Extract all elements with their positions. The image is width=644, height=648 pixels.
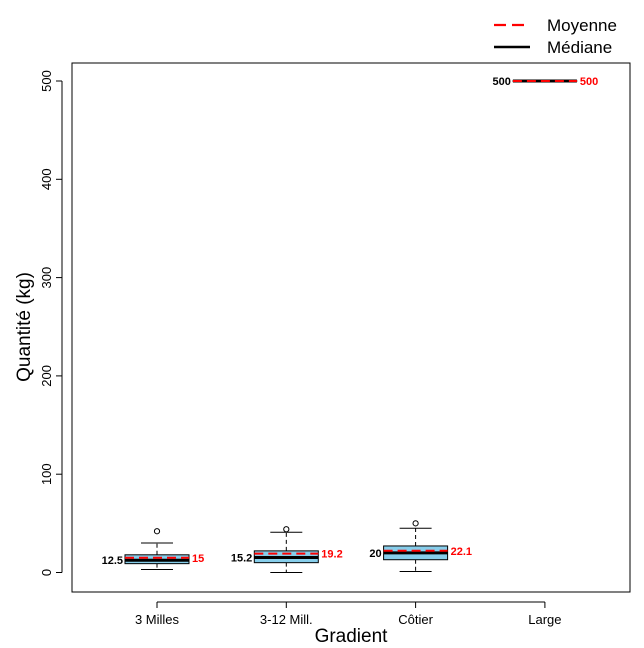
x-tick-label: Large xyxy=(528,612,561,627)
legend: Moyenne Médiane xyxy=(494,16,617,57)
box-group: 500 500 xyxy=(493,76,599,88)
legend-median-label: Médiane xyxy=(547,38,612,57)
mean-value-label: 22.1 xyxy=(451,546,472,558)
y-axis-title: Quantité (kg) xyxy=(14,272,35,382)
x-tick-label: Côtier xyxy=(398,612,433,627)
y-tick-label: 100 xyxy=(39,463,54,485)
y-tick-label: 300 xyxy=(39,267,54,289)
outlier-point xyxy=(412,520,419,527)
box-group: 15.2 19.2 xyxy=(231,526,343,573)
x-tick-label: 3 Milles xyxy=(135,612,180,627)
legend-mean-label: Moyenne xyxy=(547,16,617,35)
x-axis-title: Gradient xyxy=(315,626,389,647)
box-series: 12.5 15 15.2 19.2 20 22.1 500 500 xyxy=(102,76,599,573)
mean-value-label: 15 xyxy=(192,553,204,565)
x-axis: 3 Milles 3-12 Mill. Côtier Large xyxy=(135,601,562,627)
box-group: 20 22.1 xyxy=(369,520,472,573)
mean-value-label: 500 xyxy=(580,76,598,88)
outlier-point xyxy=(283,526,290,533)
mean-value-label: 19.2 xyxy=(321,549,342,561)
y-tick-label: 0 xyxy=(39,569,54,576)
median-value-label: 12.5 xyxy=(102,555,123,567)
box-group: 12.5 15 xyxy=(102,528,204,571)
x-tick-label: 3-12 Mill. xyxy=(260,612,313,627)
outlier-point xyxy=(153,528,161,535)
y-axis: 0 100 200 300 400 500 xyxy=(39,70,63,576)
y-tick-label: 200 xyxy=(39,365,54,387)
y-tick-label: 500 xyxy=(39,70,54,92)
y-tick-label: 400 xyxy=(39,168,54,190)
plot-frame xyxy=(71,62,631,593)
median-value-label: 500 xyxy=(493,76,511,88)
median-value-label: 20 xyxy=(369,548,381,560)
median-value-label: 15.2 xyxy=(231,553,252,565)
